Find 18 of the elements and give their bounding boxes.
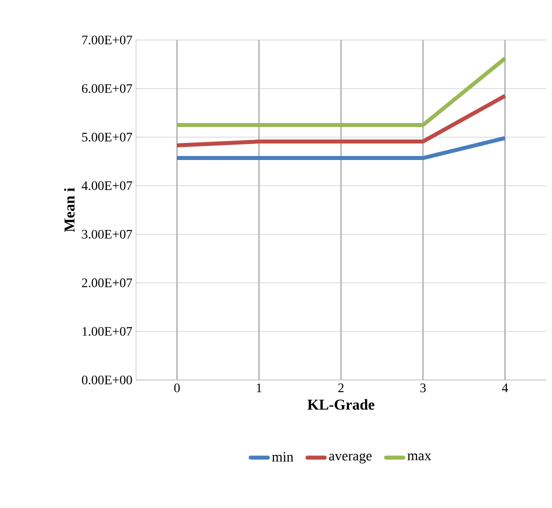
legend-label: min <box>272 452 294 462</box>
x-tick-label: 1 <box>256 384 262 392</box>
y-tick-label: 5.00E+07 <box>82 132 132 142</box>
y-tick-label: 1.00E+07 <box>82 327 132 336</box>
y-axis-title: Mean i <box>64 188 75 232</box>
y-tick-label: 6.00E+07 <box>82 84 132 93</box>
y-tick-label: 2.00E+07 <box>82 278 132 288</box>
y-tick-label: 7.00E+07 <box>82 36 132 44</box>
y-tick-label: 4.00E+07 <box>82 181 132 190</box>
x-tick-label: 4 <box>502 384 508 392</box>
x-axis-title: KL-Grade <box>308 399 374 410</box>
legend-label: average <box>329 453 372 464</box>
legend-label: max <box>408 454 432 460</box>
y-tick-label: 3.00E+07 <box>82 230 132 239</box>
x-tick-label: 2 <box>338 384 344 392</box>
x-tick-label: 0 <box>174 384 180 392</box>
y-tick-label: 0.00E+00 <box>82 376 132 384</box>
x-tick-label: 3 <box>420 384 426 392</box>
